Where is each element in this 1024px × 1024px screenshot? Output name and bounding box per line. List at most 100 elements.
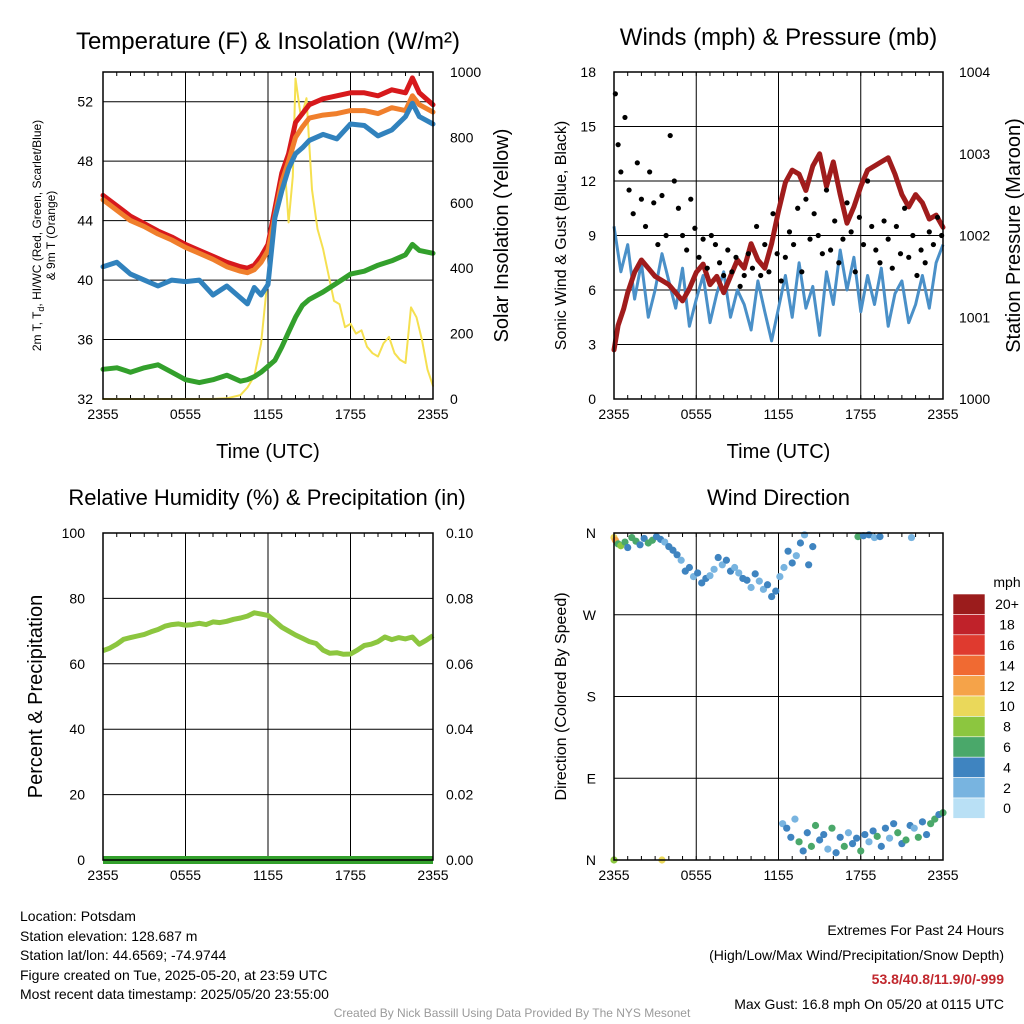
direction-point — [772, 587, 780, 595]
direction-point — [792, 552, 800, 560]
legend-label: 20+ — [995, 596, 1019, 612]
y-tick-label: 15 — [580, 119, 596, 135]
gust-point — [865, 178, 871, 184]
legend-label: 6 — [1003, 739, 1011, 755]
x-tick-label: 2355 — [927, 867, 958, 883]
gust-point — [823, 187, 830, 193]
direction-point — [922, 830, 931, 839]
direction-point — [816, 836, 824, 844]
gust-point — [741, 272, 747, 279]
direction-point — [706, 572, 714, 580]
location-text: Location: Potsdam — [20, 908, 136, 924]
legend-label: 4 — [1003, 759, 1011, 775]
direction-point — [857, 847, 865, 855]
gust-point — [688, 196, 694, 202]
gust-point — [778, 278, 784, 284]
gust-point — [758, 272, 764, 279]
gust-point — [790, 241, 797, 248]
direction-point — [735, 569, 743, 577]
gust-point — [749, 265, 756, 271]
gust-point — [642, 223, 649, 230]
gust-point — [922, 260, 928, 266]
gust-point — [795, 205, 801, 211]
x-axis-label: Time (UTC) — [216, 441, 320, 463]
gust-point — [774, 251, 780, 257]
y2-axis-label: Solar Insolation (Yellow) — [491, 129, 513, 343]
gust-point — [696, 254, 702, 260]
gust-point — [704, 265, 710, 271]
gust-point — [881, 218, 887, 224]
temperature-insolation-panel: 2355 0555 1155 1755 235532364044485202004006… — [30, 28, 513, 463]
direction-point — [844, 829, 853, 837]
series-line-sonic-wind — [612, 226, 945, 343]
y-tick-label: 36 — [77, 332, 93, 348]
gust-point — [803, 196, 809, 202]
y-tick-label: S — [587, 689, 596, 705]
y-tick-label: 9 — [588, 228, 596, 244]
y2-tick-label: 1000 — [450, 64, 481, 80]
gust-point — [807, 236, 813, 242]
panel-title: Temperature (F) & Insolation (W/m²) — [76, 28, 460, 55]
direction-point — [768, 592, 776, 601]
gust-point — [737, 283, 743, 289]
elevation-text: Station elevation: 128.687 m — [20, 927, 198, 944]
x-tick-label: 1755 — [845, 867, 876, 883]
x-tick-label: 1155 — [253, 867, 283, 883]
plot-frame — [613, 71, 944, 400]
gust-point — [721, 272, 727, 279]
direction-point — [624, 543, 632, 552]
gust-point — [663, 232, 669, 239]
direction-point — [865, 838, 873, 846]
gust-point — [622, 114, 628, 121]
y2-tick-label: 1003 — [959, 146, 990, 162]
x-tick-label: 1155 — [763, 867, 793, 883]
direction-point — [848, 840, 857, 848]
direction-point — [828, 824, 836, 832]
gust-point — [926, 229, 932, 235]
legend-label: 18 — [999, 617, 1015, 633]
direction-point — [894, 829, 902, 837]
direction-point — [861, 830, 869, 839]
y-tick-label: 40 — [69, 721, 85, 737]
legend-swatch — [952, 675, 986, 697]
legend-swatch — [952, 756, 986, 778]
gust-point — [684, 247, 690, 253]
direction-point — [907, 533, 916, 542]
gust-point — [679, 232, 686, 239]
gust-point — [844, 200, 850, 206]
gust-point — [655, 241, 661, 248]
direction-point — [881, 824, 890, 832]
gust-point — [647, 169, 653, 175]
y2-tick-label: 200 — [450, 326, 474, 342]
gust-point — [869, 223, 875, 230]
y2-tick-label: 0.10 — [446, 525, 473, 541]
legend-label: 16 — [999, 637, 1015, 653]
direction-point — [710, 565, 718, 573]
direction-point — [714, 553, 722, 562]
direction-point — [854, 533, 862, 541]
legend-swatch — [952, 614, 986, 636]
y2-tick-label: 400 — [450, 260, 474, 276]
y2-tick-label: 1004 — [959, 64, 990, 80]
created-text: Figure created on Tue, 2025-05-20, at 23… — [20, 966, 328, 983]
gust-point — [712, 241, 719, 248]
gust-point — [918, 247, 924, 253]
max-gust-text: Max Gust: 16.8 mph On 05/20 at 0115 UTC — [734, 995, 1004, 1012]
gust-points — [612, 91, 945, 289]
gust-point — [827, 247, 834, 253]
credit-text: Created By Nick Bassill Using Data Provi… — [333, 1006, 691, 1020]
y-tick-label: 52 — [77, 94, 93, 110]
x-tick-label: 2355 — [598, 406, 629, 422]
gust-point — [626, 187, 632, 193]
plot-frame — [102, 71, 434, 400]
gust-point — [634, 160, 640, 166]
series-line-heat_index — [100, 100, 436, 307]
direction-point — [673, 551, 681, 559]
x-tick-label: 2355 — [927, 406, 958, 422]
legend-swatch — [952, 797, 986, 819]
direction-point — [910, 824, 918, 832]
direction-point — [873, 832, 881, 840]
extremes-subtitle: (High/Low/Max Wind/Precipitation/Snow De… — [709, 946, 1004, 963]
winds-pressure-panel: 2355 0555 1155 1755 235503691215181000100110… — [553, 24, 1024, 463]
